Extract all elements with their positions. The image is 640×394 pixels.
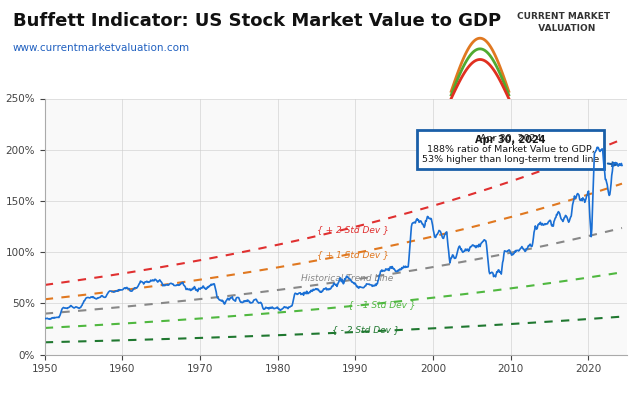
Text: { - 1 Std Dev }: { - 1 Std Dev } <box>348 300 415 309</box>
Text: Apr 30, 2024
188% ratio of Market Value to GDP,
53% higher than long-term trend : Apr 30, 2024 188% ratio of Market Value … <box>422 134 616 166</box>
Text: Historical Trend Line: Historical Trend Line <box>301 274 394 283</box>
Text: www.currentmarketvaluation.com: www.currentmarketvaluation.com <box>13 43 190 53</box>
Text: { - 2 Std Dev }: { - 2 Std Dev } <box>332 325 400 334</box>
Text: { + 1 Std Dev }: { + 1 Std Dev } <box>317 251 388 260</box>
Text: CURRENT MARKET
  VALUATION: CURRENT MARKET VALUATION <box>516 12 610 33</box>
Text: Buffett Indicator: US Stock Market Value to GDP: Buffett Indicator: US Stock Market Value… <box>13 12 501 30</box>
Text: { + 2 Std Dev }: { + 2 Std Dev } <box>317 225 388 234</box>
Text: Apr 30, 2024: Apr 30, 2024 <box>476 136 546 145</box>
